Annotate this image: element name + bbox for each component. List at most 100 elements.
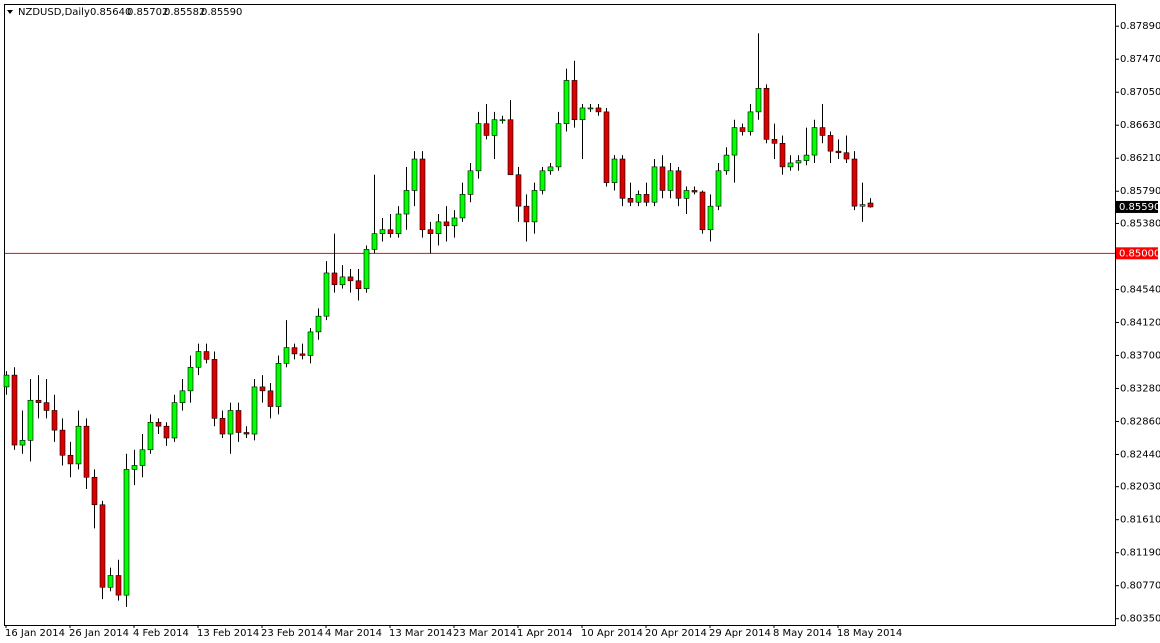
y-tick-label: 0.87890 (1120, 21, 1160, 32)
candle-body (371, 233, 378, 250)
candle-body (571, 80, 578, 121)
x-tick-label: 23 Feb 2014 (261, 628, 323, 639)
candle-body (211, 359, 218, 419)
candle-body (659, 166, 666, 191)
y-tick-label: 0.81190 (1120, 548, 1160, 559)
candle-body (603, 111, 610, 183)
candle-body (779, 143, 786, 168)
candle-body (563, 80, 570, 124)
candle-body (859, 204, 866, 207)
candle-body (395, 213, 402, 234)
candle-body (203, 351, 210, 360)
y-tick-label: 0.80350 (1120, 614, 1160, 625)
price-label: 0.85590 (1119, 202, 1160, 213)
candle-body (219, 418, 226, 435)
candle-body (867, 202, 874, 208)
candle-body (147, 421, 154, 451)
candle-body (795, 160, 802, 164)
candle-body (99, 504, 106, 588)
candle-body (515, 174, 522, 207)
y-tick-label: 0.85380 (1120, 218, 1160, 229)
candle-body (835, 150, 842, 154)
candle-body (331, 272, 338, 286)
candle-body (67, 454, 74, 465)
candle-body (755, 87, 762, 113)
level-label-box (1116, 247, 1158, 260)
candle-body (291, 347, 298, 355)
candle-body (155, 421, 162, 427)
y-tick-label: 0.87050 (1120, 87, 1160, 98)
y-tick-label: 0.82860 (1120, 416, 1160, 427)
candle-body (19, 440, 26, 446)
candle-body (131, 465, 138, 470)
candle-body (299, 353, 306, 356)
candle-body (419, 158, 426, 231)
candle-body (123, 469, 130, 596)
candle-body (283, 347, 290, 364)
candle-body (547, 166, 554, 172)
menu-arrow[interactable] (7, 10, 13, 14)
x-tick-label: 18 May 2014 (837, 628, 902, 639)
x-tick-label: 10 Apr 2014 (581, 628, 643, 639)
y-tick-label: 0.80770 (1120, 581, 1160, 592)
candle-body (723, 154, 730, 172)
candle-body (139, 449, 146, 466)
y-tick-label: 0.84540 (1120, 284, 1160, 295)
candle-body (51, 410, 58, 431)
candle-body (3, 374, 10, 388)
level-label: 0.85000 (1119, 248, 1160, 259)
candle-body (499, 119, 506, 122)
candle-body (163, 425, 170, 439)
y-tick-label: 0.84120 (1120, 317, 1160, 328)
header-open: 0.85640 (90, 7, 131, 18)
candle-body (523, 205, 530, 223)
candle-body (43, 402, 50, 411)
candle-body (691, 190, 698, 193)
x-tick-label: 29 Apr 2014 (709, 628, 771, 639)
x-tick-label: 13 Feb 2014 (197, 628, 259, 639)
candle-body (235, 410, 242, 433)
candle-body (587, 107, 594, 110)
x-tick-label: 4 Feb 2014 (133, 628, 189, 639)
y-tick-label: 0.81610 (1120, 515, 1160, 526)
candle-body (483, 123, 490, 136)
candle-body (107, 575, 114, 588)
candle-body (763, 87, 770, 140)
candle-body (323, 272, 330, 317)
candle-body (611, 158, 618, 183)
candle-body (771, 139, 778, 144)
candle-body (451, 217, 458, 227)
candle-body (387, 229, 394, 234)
candle-body (11, 374, 18, 446)
candle-body (651, 166, 658, 203)
candle-body (187, 366, 194, 392)
candle-body (491, 119, 498, 136)
candle-body (259, 386, 266, 392)
x-tick-label: 1 Apr 2014 (517, 628, 572, 639)
candle-body (811, 127, 818, 156)
candle-body (851, 158, 858, 207)
y-tick-label: 0.86210 (1120, 153, 1160, 164)
candle-body (739, 127, 746, 132)
candle-body (363, 249, 370, 289)
candle-body (643, 194, 650, 203)
candle-body (435, 221, 442, 234)
candle-body (195, 351, 202, 368)
y-tick-label: 0.82440 (1120, 449, 1160, 460)
candle-body (819, 127, 826, 136)
candle-body (171, 402, 178, 439)
candle-body (403, 190, 410, 215)
candle-body (459, 194, 466, 219)
candle-body (179, 390, 186, 403)
header-close: 0.85590 (201, 7, 242, 18)
candle-body (27, 399, 34, 441)
candle-body (579, 107, 586, 121)
candle-body (411, 158, 418, 191)
candle-body (843, 152, 850, 160)
candle-body (627, 198, 634, 203)
candle-body (715, 170, 722, 207)
candle-body (243, 432, 250, 435)
candle-body (531, 190, 538, 223)
candle-body (699, 191, 706, 231)
candle-body (355, 280, 362, 289)
